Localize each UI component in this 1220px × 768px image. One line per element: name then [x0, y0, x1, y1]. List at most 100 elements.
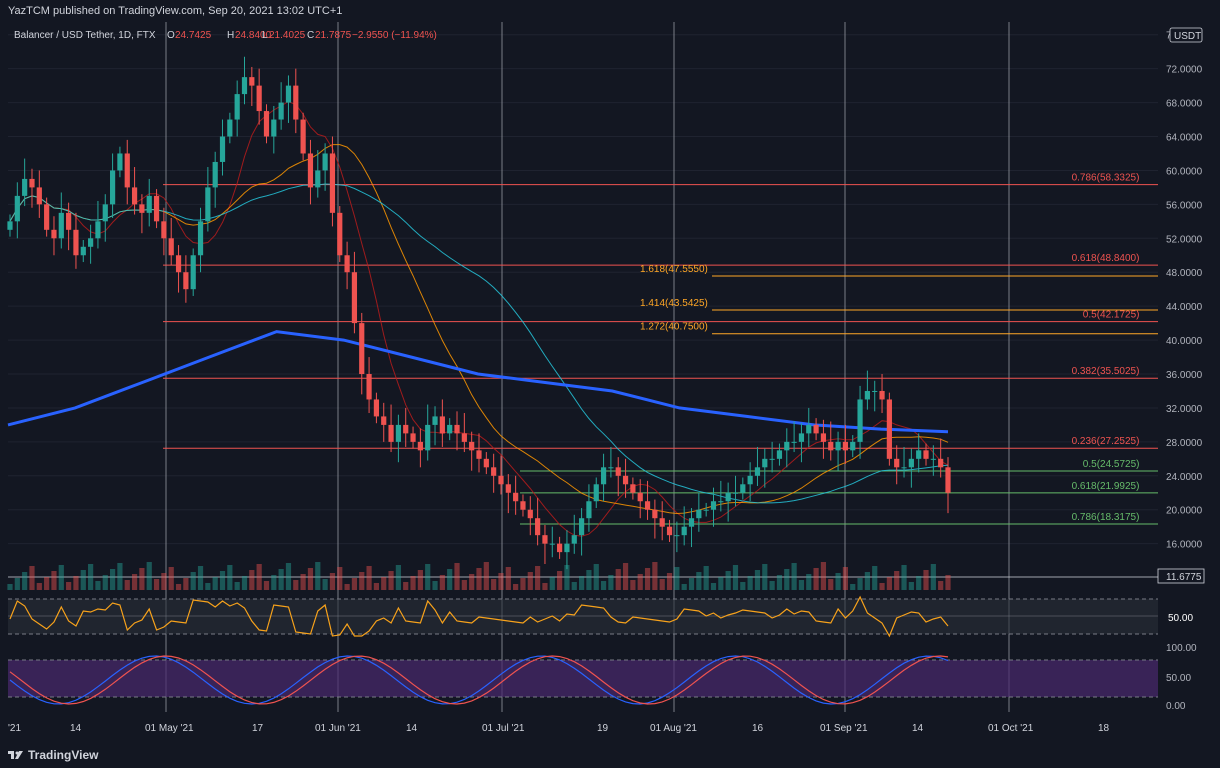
candle-body: [901, 467, 907, 469]
time-tick-label: 17: [252, 723, 264, 734]
candle-body: [564, 543, 570, 553]
rsi-level-label: 50.00: [1168, 613, 1193, 624]
volume-bar: [58, 565, 64, 590]
candle-body: [22, 178, 28, 196]
volume-bar: [718, 577, 724, 590]
volume-bar: [901, 565, 907, 590]
volume-bar: [916, 576, 922, 590]
stoch-tick-label: 100.00: [1166, 643, 1197, 654]
volume-bar: [44, 577, 50, 590]
stoch-k-line: [9, 655, 949, 705]
volume-bar: [557, 571, 563, 590]
candle-body: [828, 441, 834, 451]
candle-body: [886, 399, 892, 459]
candle-body: [872, 390, 878, 392]
time-tick-label: 01 Jul '21: [482, 723, 525, 734]
volume-bar: [249, 570, 255, 590]
candle-body: [578, 518, 585, 536]
currency-badge[interactable]: [1169, 27, 1203, 43]
volume-bar: [73, 576, 79, 590]
candle-body: [256, 85, 262, 112]
candle-body: [659, 518, 665, 527]
time-tick-label: 18: [1098, 723, 1110, 734]
candle-body: [945, 467, 951, 493]
volume-bar: [644, 568, 651, 590]
candle-body: [278, 102, 284, 120]
candle-body: [644, 501, 651, 510]
stoch-tick-label: 0.00: [1166, 701, 1186, 712]
volume-bar: [842, 567, 849, 590]
volume-bar: [329, 573, 336, 590]
candle-body: [549, 543, 555, 545]
candle-body: [447, 424, 453, 434]
fibonacci-levels: 0.786(58.3325) 0.618(48.8400) 1.618(47.555…: [163, 173, 1158, 525]
volume-bar: [762, 564, 768, 590]
volume-bar: [168, 567, 174, 590]
volume-bar: [923, 570, 929, 590]
volume-bar: [747, 576, 753, 590]
candle-body: [58, 212, 64, 239]
candlestick-series[interactable]: [7, 56, 951, 570]
volume-bars: [7, 562, 951, 590]
volume-bar: [131, 574, 138, 590]
volume-bar: [666, 573, 673, 590]
high-value: 24.8400: [235, 30, 272, 41]
volume-bar: [886, 577, 892, 590]
publish-info: YazTCM published on TradingView.com, Sep…: [8, 5, 343, 17]
candle-body: [652, 509, 658, 519]
candle-body: [205, 187, 211, 222]
price-tick-label: 20.0000: [1166, 506, 1203, 517]
stoch-tick-label: 50.00: [1166, 673, 1191, 684]
candle-body: [293, 85, 299, 120]
candle-body: [168, 238, 174, 256]
candle-body: [183, 272, 189, 290]
volume-bar: [483, 562, 489, 590]
volume-bar: [271, 575, 277, 590]
candle-body: [776, 450, 783, 459]
fib-level-label: 0.382(35.5025): [1072, 366, 1140, 377]
volume-bar: [659, 579, 665, 590]
fib-level-label: 1.414(43.5425): [640, 298, 708, 309]
volume-bar: [703, 566, 709, 590]
volume-bar: [571, 582, 577, 590]
candle-body: [263, 111, 270, 137]
chart-grid: [8, 22, 1158, 712]
fib-level-label: 0.618(21.9925): [1072, 481, 1140, 492]
volume-bar: [322, 579, 328, 590]
volume-bar: [784, 569, 790, 590]
volume-bar: [688, 578, 695, 590]
candle-body: [395, 424, 401, 442]
candle-body: [747, 475, 753, 485]
volume-bar: [527, 572, 533, 590]
candle-body: [527, 509, 533, 519]
volume-bar: [864, 572, 870, 590]
candle-body: [95, 221, 101, 239]
fib-level-label: 0.236(27.2525): [1072, 436, 1140, 447]
volume-bar: [410, 576, 416, 590]
volume-bar: [615, 569, 621, 590]
volume-bar: [820, 562, 827, 590]
volume-bar: [857, 578, 863, 590]
rsi-band: [8, 599, 1158, 634]
fib-level-label: 0.786(58.3325): [1072, 173, 1140, 184]
candle-body: [725, 492, 731, 502]
candle-body: [938, 458, 944, 468]
candle-body: [762, 458, 768, 468]
volume-bar: [498, 573, 504, 590]
price-tick-label: 72.0000: [1166, 65, 1203, 76]
price-tick-label: 68.0000: [1166, 99, 1203, 110]
candle-body: [813, 424, 819, 434]
volume-bar: [828, 579, 834, 590]
low-label: L: [262, 30, 268, 41]
candle-body: [454, 424, 460, 434]
candle-body: [124, 153, 130, 188]
volume-bar: [776, 575, 783, 590]
fib-level-label: 0.618(48.8400): [1072, 253, 1140, 264]
time-tick-label: 14: [406, 723, 418, 734]
candle-body: [842, 441, 849, 451]
candle-body: [351, 272, 358, 324]
volume-bar: [351, 578, 358, 590]
candle-body: [73, 229, 79, 256]
time-tick-label: 01 Sep '21: [820, 723, 868, 734]
